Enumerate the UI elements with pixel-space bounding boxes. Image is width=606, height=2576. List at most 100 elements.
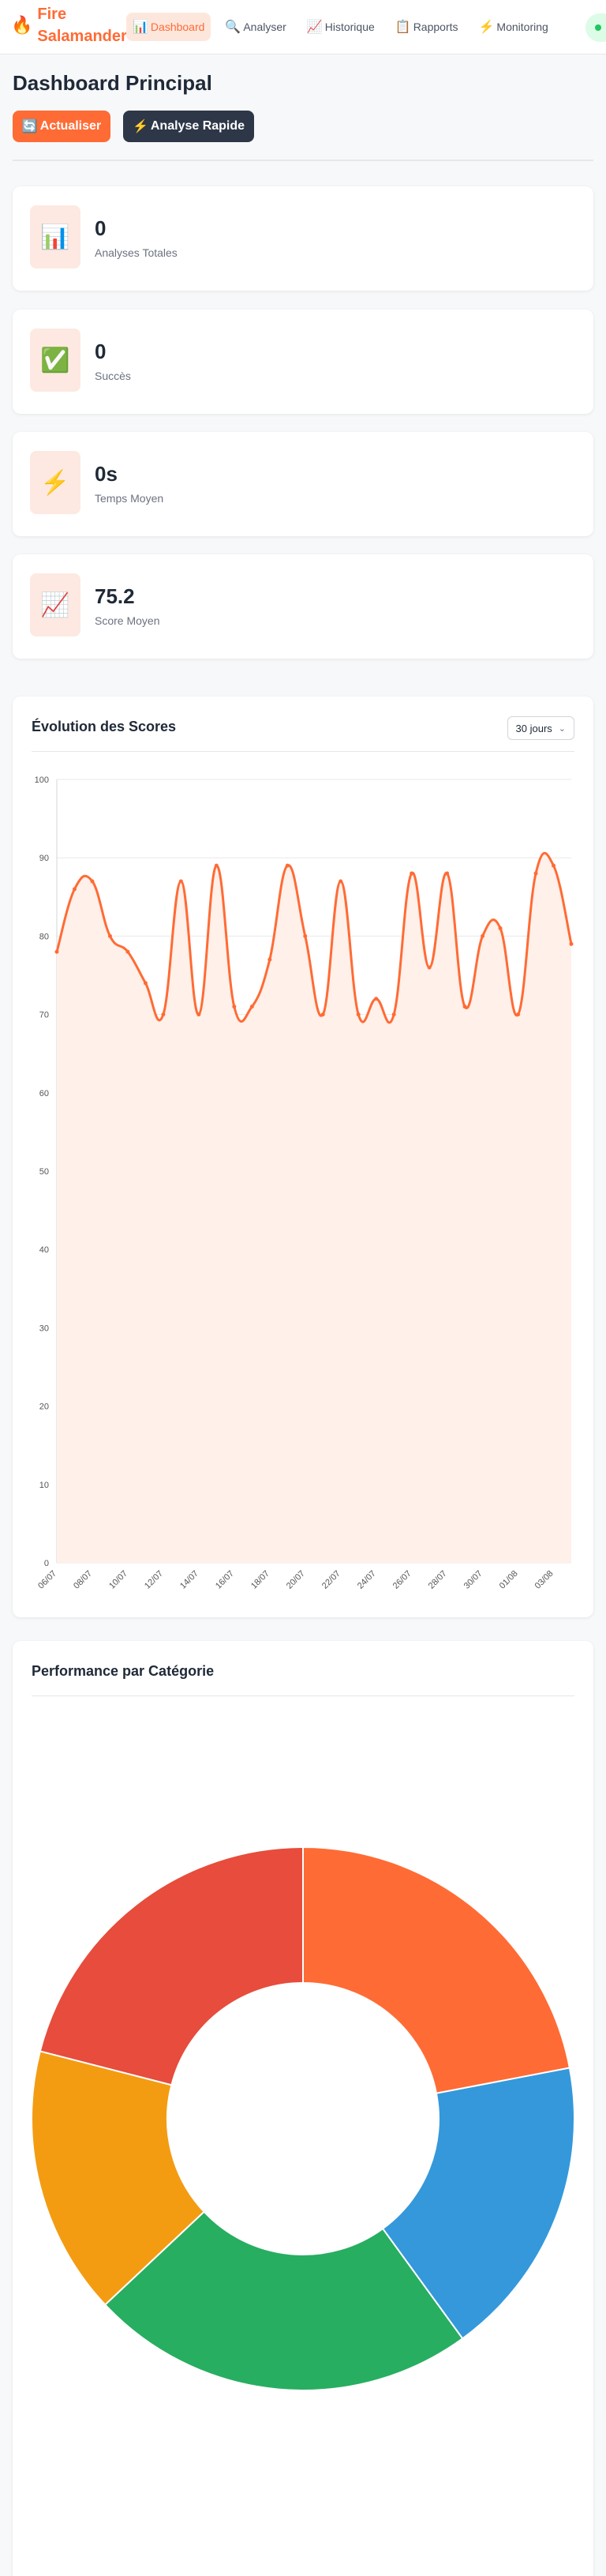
refresh-icon: 🔄 [21,120,38,133]
donut-slice[interactable] [39,1846,304,2086]
score-data-point[interactable] [374,997,379,1001]
panel-divider [32,1695,574,1696]
donut-slice[interactable] [302,1846,571,2094]
status-dot-icon [595,24,601,31]
stat-card-average-time: ⚡ 0s Temps Moyen [13,432,593,536]
x-tick-label: 22/07 [320,1569,342,1591]
nav-dashboard[interactable]: 📊 Dashboard [126,13,211,41]
score-data-point[interactable] [107,933,112,938]
y-tick-label: 90 [39,854,49,863]
score-data-point[interactable] [533,871,538,876]
score-line-chart: 0 10 20 30 40 50 60 70 80 90 100 06/07 08/07 10/07 12/… [35,775,574,1591]
panel-divider [32,751,574,752]
x-tick-label: 26/07 [391,1569,413,1591]
score-data-point[interactable] [427,965,432,970]
category-chart-title: Performance par Catégorie [32,1663,215,1679]
score-data-point[interactable] [232,1004,237,1009]
score-data-point[interactable] [214,863,219,868]
bar-chart-icon: 📊 [133,21,148,34]
trend-chart-icon: 📈 [30,573,80,636]
score-data-point[interactable] [267,957,272,962]
chevron-down-icon: ⌄ [558,723,566,734]
trend-chart-icon: 📈 [306,21,323,34]
lightning-icon: ⚡ [478,21,495,34]
page-title: Dashboard Principal [13,71,212,95]
x-tick-label: 03/08 [533,1569,556,1591]
donut-slice[interactable] [31,2050,206,2306]
y-tick-label: 50 [39,1167,49,1177]
score-data-point[interactable] [161,1012,166,1017]
x-tick-label: 20/07 [285,1569,307,1591]
brand-line-1: Fire [37,6,67,23]
x-tick-label: 18/07 [249,1569,271,1591]
x-tick-label: 16/07 [214,1569,236,1591]
brand-line-2: Salamander [37,28,127,45]
x-tick-label: 14/07 [178,1569,200,1591]
score-data-point[interactable] [410,871,414,876]
check-mark-icon: ✅ [30,329,80,392]
clipboard-icon: 📋 [395,21,411,34]
x-tick-label: 10/07 [107,1569,129,1591]
score-data-point[interactable] [143,981,148,986]
lightning-icon: ⚡ [132,120,148,133]
score-data-point[interactable] [249,1004,254,1009]
score-data-point[interactable] [391,1012,396,1017]
top-navigation-bar: 🔥 Fire Salamander 📊 Dashboard 🔍 Analyser… [0,0,606,54]
score-data-point[interactable] [125,949,130,954]
stat-label: Temps Moyen [95,492,164,505]
score-chart-title: Évolution des Scores [32,719,177,734]
refresh-button-label: Actualiser [39,119,102,133]
score-data-point[interactable] [196,1012,201,1017]
score-data-point[interactable] [445,871,450,876]
quick-analysis-button[interactable]: ⚡ Analyse Rapide [123,111,254,142]
lightning-icon: ⚡ [30,451,80,514]
nav-monitoring[interactable]: ⚡ Monitoring [473,13,555,41]
score-data-point[interactable] [516,1012,521,1017]
y-tick-label: 100 [35,775,49,785]
nav-historique[interactable]: 📈 Historique [301,13,381,41]
brand[interactable]: 🔥 Fire Salamander [11,3,127,47]
y-tick-label: 30 [39,1324,49,1333]
score-data-point[interactable] [285,863,290,868]
refresh-button[interactable]: 🔄 Actualiser [13,111,110,142]
score-data-point[interactable] [54,949,59,954]
score-data-point[interactable] [552,863,556,868]
y-tick-label: 10 [39,1481,49,1490]
period-select[interactable]: 30 jours ⌄ [507,716,574,740]
nav-analyser[interactable]: 🔍 Analyser [219,13,292,41]
y-tick-label: 70 [39,1011,49,1020]
score-data-point[interactable] [303,933,308,938]
stat-label: Analyses Totales [95,246,178,259]
score-data-point[interactable] [356,1012,361,1017]
x-tick-label: 30/07 [462,1569,484,1591]
y-tick-label: 0 [44,1559,49,1568]
score-data-point[interactable] [178,879,183,884]
brand-name: Fire Salamander [37,3,127,47]
stat-label: Score Moyen [95,614,160,627]
x-tick-label: 28/07 [427,1569,449,1591]
x-tick-label: 01/08 [498,1569,520,1591]
score-area-fill [57,853,571,1563]
stat-card-total-analyses: 📊 0 Analyses Totales [13,186,593,291]
nav-rapports[interactable]: 📋 Rapports [389,13,465,41]
x-tick-label: 06/07 [36,1569,58,1591]
score-data-point[interactable] [90,879,95,884]
stat-label: Succès [95,370,131,382]
score-evolution-panel: Évolution des Scores 30 jours ⌄ 0 10 20 30 4… [13,697,593,1617]
nav-rapports-label: Rapports [413,21,458,33]
score-data-point[interactable] [481,933,485,938]
score-data-point[interactable] [72,887,77,892]
score-data-point[interactable] [569,941,574,946]
stat-card-success: ✅ 0 Succès [13,310,593,414]
score-data-point[interactable] [339,879,343,884]
header-divider [13,160,593,161]
quick-analysis-button-label: Analyse Rapide [150,119,245,133]
fire-icon: 🔥 [11,15,33,35]
score-data-point[interactable] [320,1012,325,1017]
score-data-point[interactable] [498,926,503,930]
donut-slice[interactable] [381,2067,575,2340]
y-tick-label: 60 [39,1089,49,1098]
donut-slice[interactable] [103,2210,464,2391]
score-data-point[interactable] [462,1004,467,1009]
y-tick-label: 40 [39,1245,49,1255]
